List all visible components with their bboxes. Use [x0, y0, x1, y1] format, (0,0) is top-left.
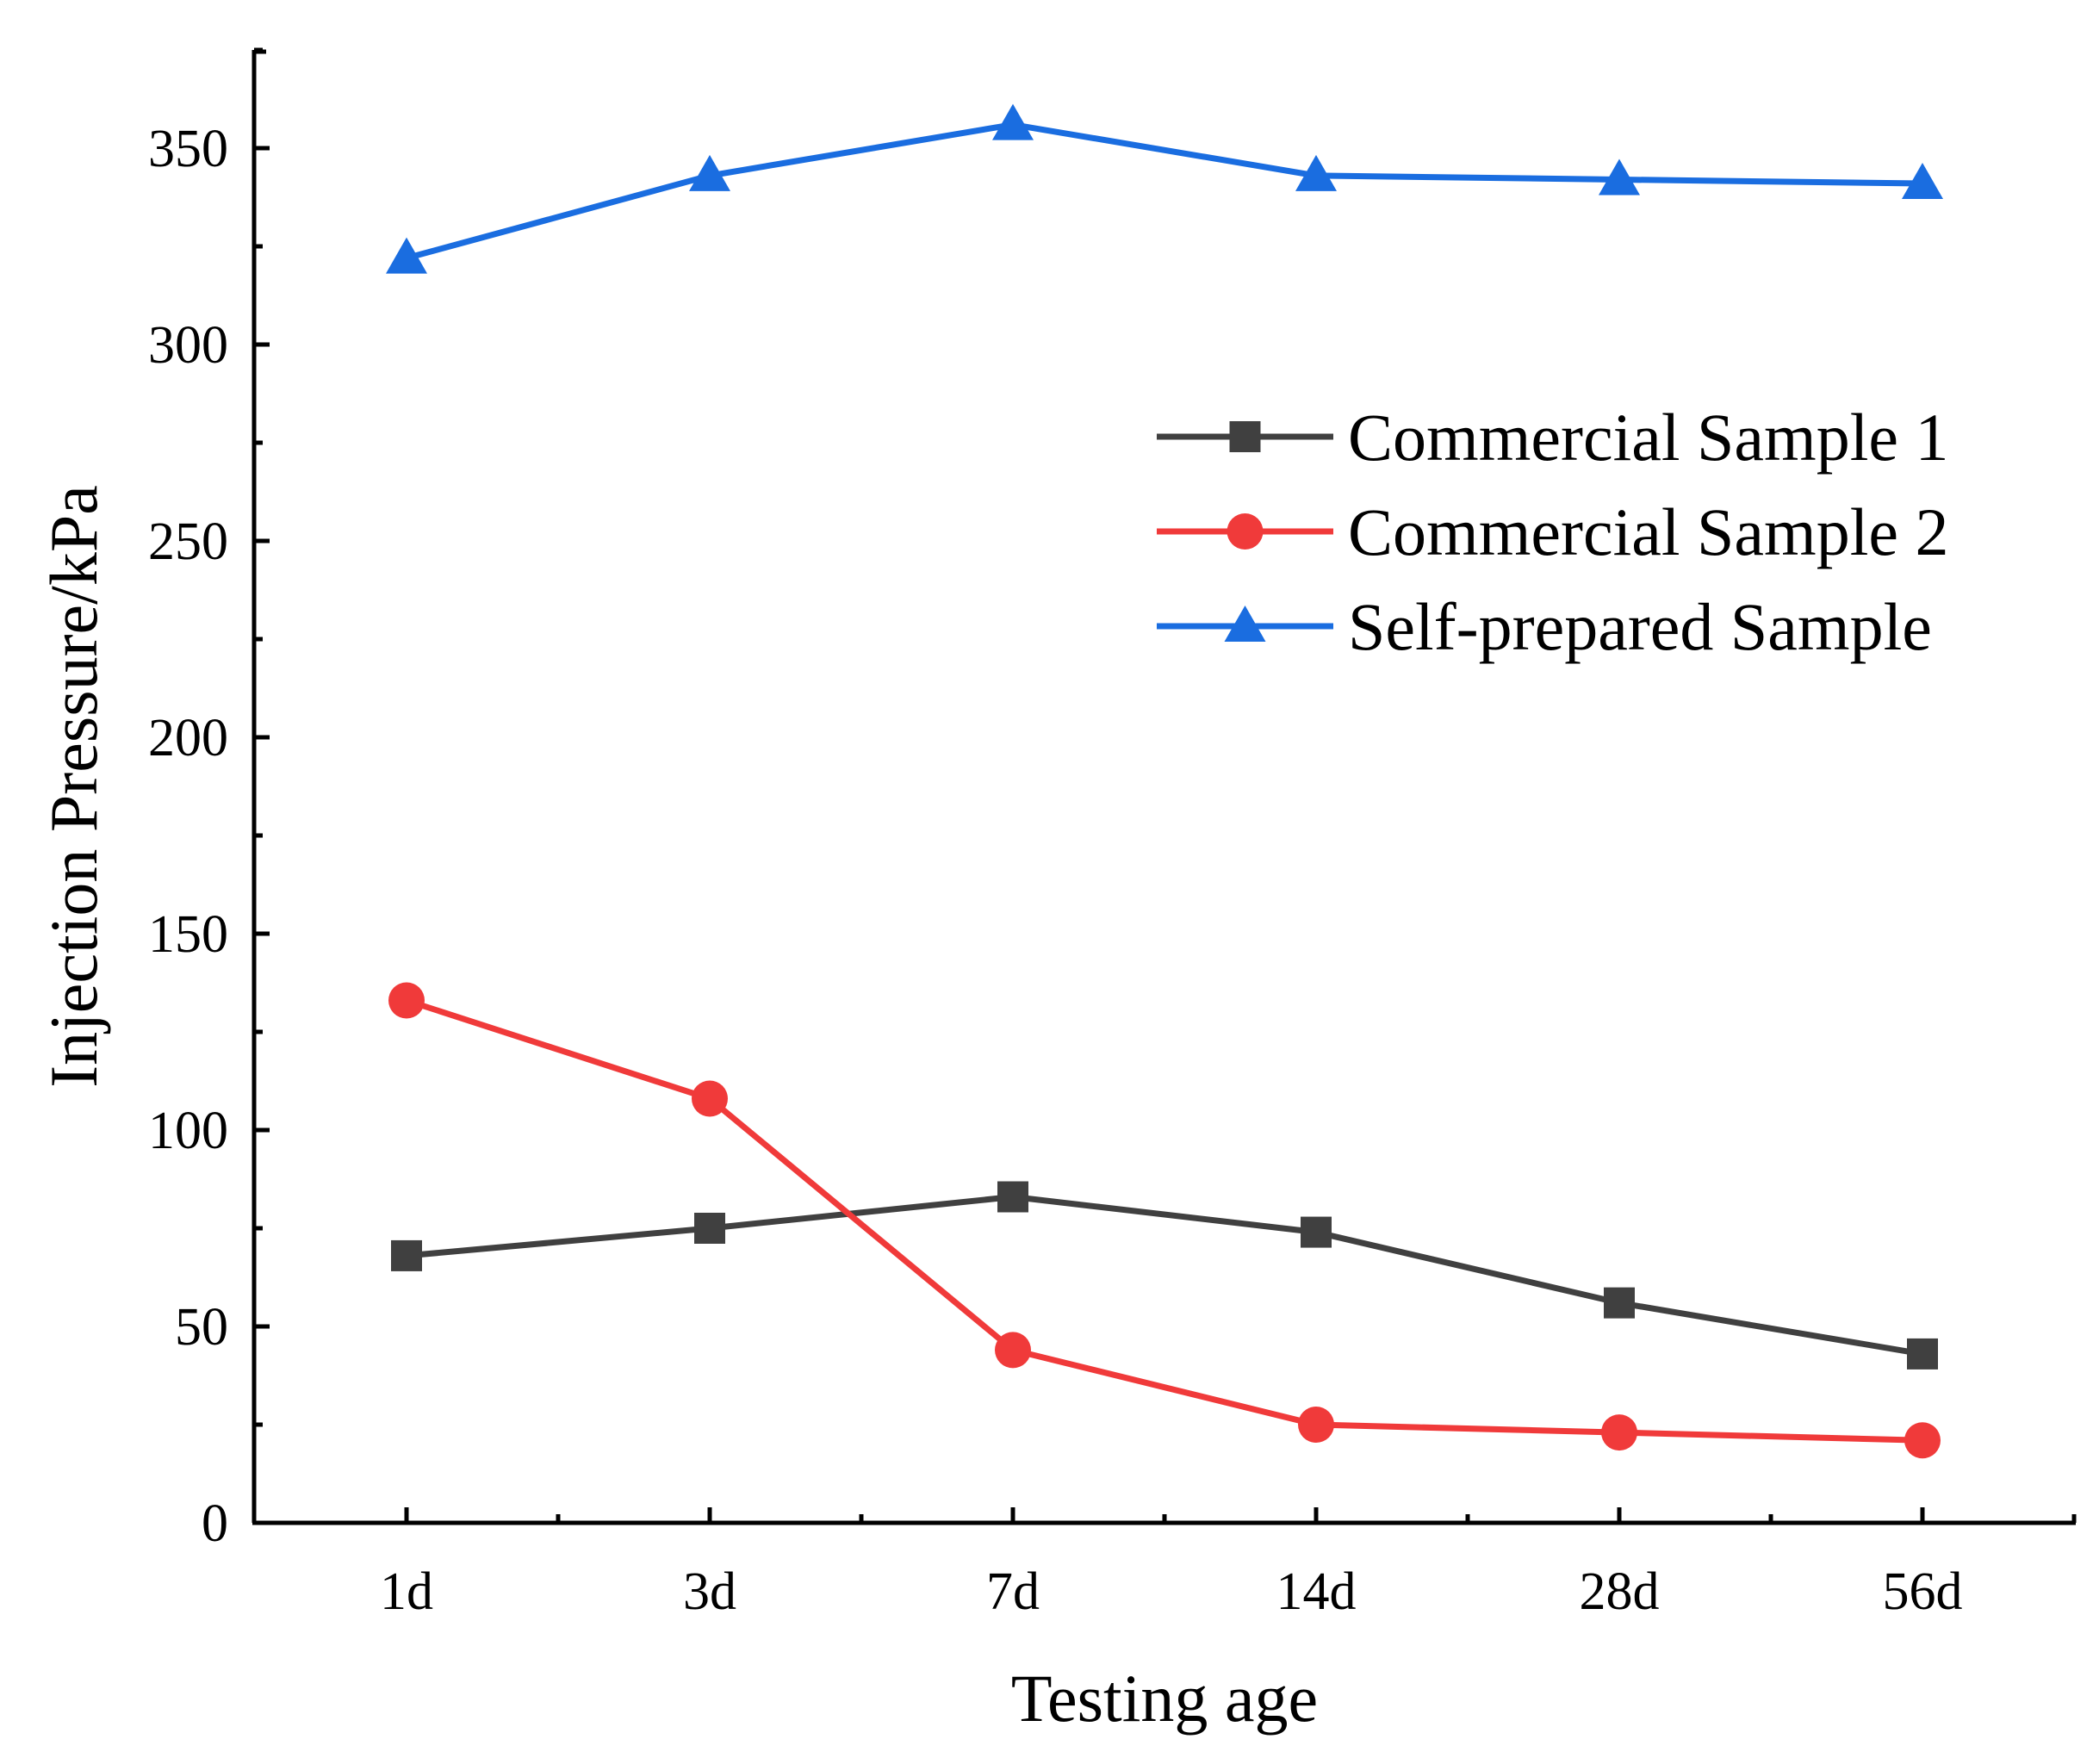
x-tick-label: 1d: [380, 1562, 433, 1621]
x-axis-title: Testing age: [1011, 1661, 1318, 1736]
legend-item: Self-prepared Sample: [1157, 589, 1932, 664]
data-point: [1298, 1407, 1334, 1443]
data-point: [388, 982, 425, 1019]
axes: [252, 50, 2076, 1525]
x-tick-label: 7d: [986, 1562, 1040, 1621]
y-tick-label: 50: [175, 1298, 228, 1357]
data-point: [1295, 154, 1337, 191]
data-point: [1904, 1422, 1941, 1459]
y-axis-title: Injection Pressure/kPa: [36, 485, 111, 1088]
legend-marker: [1227, 513, 1264, 550]
x-tick-label: 28d: [1580, 1562, 1660, 1621]
x-tick-label: 56d: [1883, 1562, 1963, 1621]
legend-marker: [1229, 421, 1261, 452]
series-self-prepared-sample: [386, 103, 1943, 274]
data-point: [1604, 1287, 1635, 1319]
y-tick-label: 100: [148, 1102, 228, 1160]
y-tick-label: 250: [148, 512, 228, 571]
series: [386, 103, 1943, 1459]
series-line: [405, 997, 1923, 1444]
x-tick-label: 3d: [683, 1562, 736, 1621]
y-tick-label: 300: [148, 316, 228, 375]
series-commercial-sample-1: [391, 1181, 1938, 1370]
series-line: [406, 1194, 1923, 1357]
series-line: [406, 121, 1923, 262]
data-point: [1599, 158, 1640, 196]
legend: Commercial Sample 1 Commercial Sample 2 Se…: [1157, 400, 1949, 664]
data-point: [997, 1181, 1028, 1213]
y-tick-label: 200: [148, 709, 228, 767]
data-point: [995, 1332, 1031, 1369]
x-tick-label: 14d: [1276, 1562, 1357, 1621]
data-point: [386, 237, 427, 274]
series-commercial-sample-2: [388, 982, 1941, 1459]
data-point: [391, 1239, 422, 1271]
legend-item: Commercial Sample 1: [1157, 400, 1949, 475]
legend-item: Commercial Sample 2: [1157, 494, 1949, 569]
data-point: [694, 1213, 725, 1244]
y-tick-label: 350: [148, 120, 228, 178]
legend-label: Self-prepared Sample: [1348, 589, 1932, 664]
y-tick-label: 150: [148, 905, 228, 964]
y-axis-ticks: 0 50 100 150 200 250 300 350: [148, 47, 270, 1553]
data-point: [692, 1080, 728, 1117]
x-axis-ticks: 1d 3d 7d 14d 28d 56d: [380, 1507, 2077, 1621]
legend-marker: [1224, 606, 1266, 642]
data-point: [1301, 1216, 1332, 1248]
data-point: [992, 103, 1034, 140]
data-point: [1902, 163, 1943, 200]
y-tick-label: 0: [202, 1494, 228, 1553]
data-point: [1601, 1414, 1637, 1451]
data-point: [689, 154, 730, 191]
legend-label: Commercial Sample 2: [1348, 494, 1949, 569]
data-point: [1907, 1338, 1938, 1370]
legend-label: Commercial Sample 1: [1348, 400, 1949, 475]
